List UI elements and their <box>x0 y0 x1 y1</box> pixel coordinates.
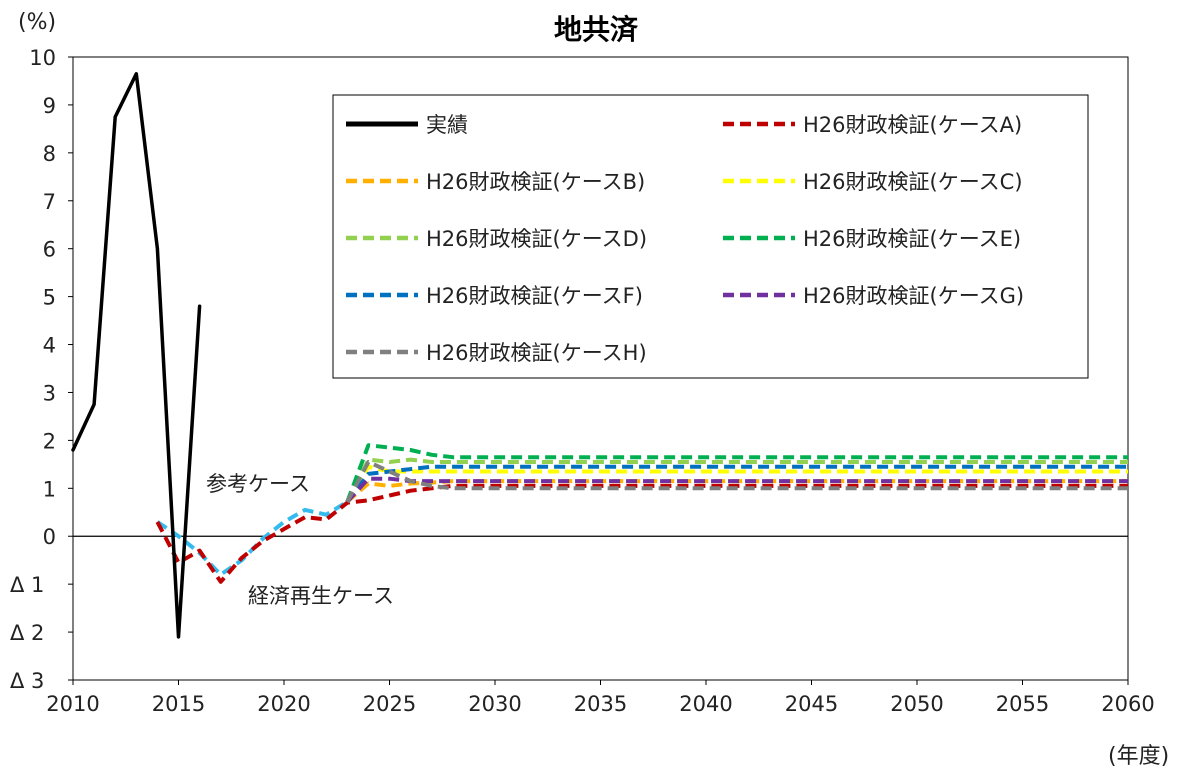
y-tick-label: 6 <box>43 238 56 262</box>
legend-label-6: H26財政検証(ケースF) <box>426 284 643 308</box>
y-tick-label: 4 <box>43 334 56 358</box>
legend-label-1: H26財政検証(ケースA) <box>803 113 1022 137</box>
x-tick-label: 2045 <box>785 692 838 716</box>
x-axis-unit-label: (年度) <box>1108 744 1170 769</box>
series-line-5 <box>345 443 1128 503</box>
series-line-3 <box>345 464 1128 503</box>
y-tick-label: 10 <box>29 46 56 70</box>
y-tick-label: 7 <box>43 190 56 214</box>
series-line-0 <box>71 72 202 639</box>
chart-title: 地共済 <box>553 13 638 46</box>
legend-box <box>332 94 1089 379</box>
x-tick-label: 2010 <box>46 692 99 716</box>
y-tick-label: 8 <box>43 142 56 166</box>
y-tick-label: 1 <box>43 477 56 501</box>
y-tick-label: 3 <box>43 381 56 405</box>
x-tick-label: 2015 <box>152 692 205 716</box>
series-line-4 <box>345 457 1128 503</box>
series-line-8 <box>345 460 1128 503</box>
series-line-2 <box>345 479 1128 504</box>
x-tick-label: 2055 <box>996 692 1049 716</box>
legend-label-4: H26財政検証(ケースD) <box>426 227 647 251</box>
y-tick-label: 5 <box>43 286 56 310</box>
x-tick-label: 2035 <box>574 692 627 716</box>
x-tick-label: 2050 <box>890 692 943 716</box>
legend-label-7: H26財政検証(ケースG) <box>803 284 1024 308</box>
x-tick-label: 2025 <box>363 692 416 716</box>
legend-label-2: H26財政検証(ケースB) <box>426 170 645 194</box>
y-tick-label: Δ 2 <box>10 621 44 645</box>
series-line-6 <box>345 464 1128 503</box>
legend-label-3: H26財政検証(ケースC) <box>803 170 1023 194</box>
y-tick-label: Δ 3 <box>10 669 44 693</box>
annotation-reference-case: 参考ケース <box>206 472 310 496</box>
x-tick-label: 2040 <box>679 692 732 716</box>
y-tick-label: 9 <box>43 94 56 118</box>
x-tick-label: 2030 <box>468 692 521 716</box>
x-tick-label: 2060 <box>1101 692 1154 716</box>
x-tick-label: 2020 <box>257 692 310 716</box>
legend-label-5: H26財政検証(ケースE) <box>803 227 1021 251</box>
y-tick-label: Δ 1 <box>10 573 44 597</box>
legend-label-0: 実績 <box>426 113 468 137</box>
annotation-economic-revival-case: 経済再生ケース <box>248 584 394 608</box>
y-axis-unit-label: (%) <box>18 10 57 35</box>
series-line-1 <box>155 483 1128 584</box>
y-tick-label: 0 <box>43 525 56 549</box>
legend-label-8: H26財政検証(ケースH) <box>426 341 647 365</box>
y-tick-label: 2 <box>43 429 56 453</box>
